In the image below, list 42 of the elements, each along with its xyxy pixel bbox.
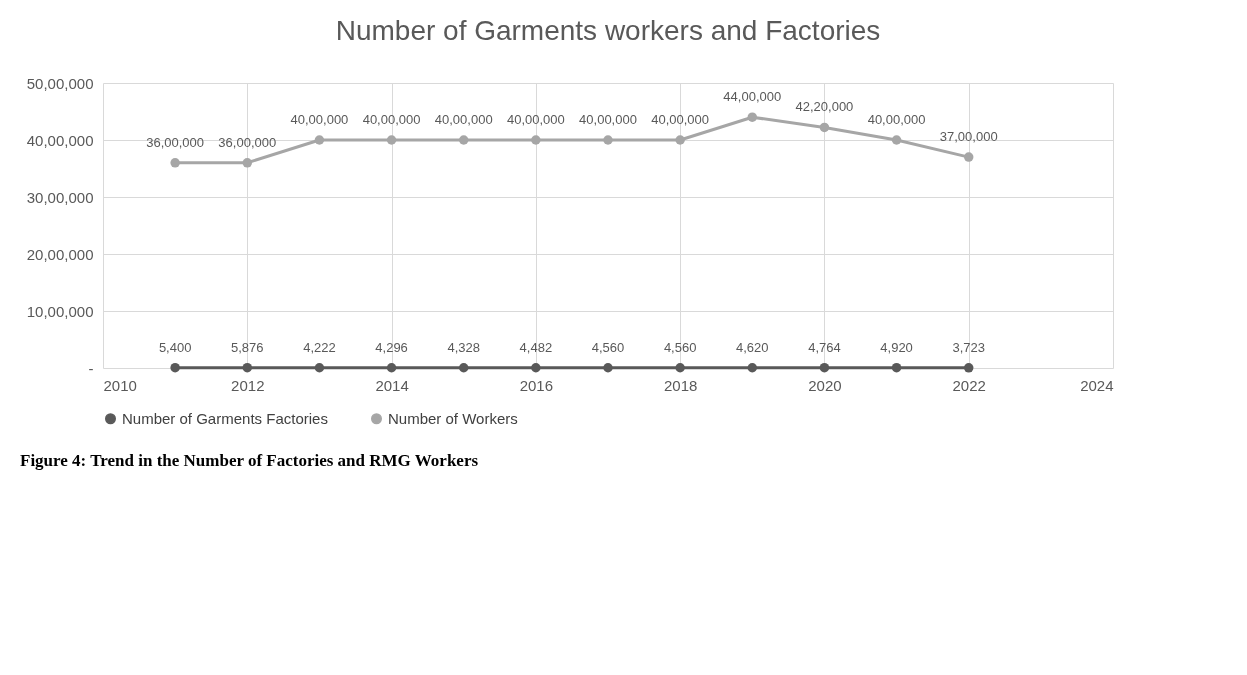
x-tick-label: 2014 [375,376,409,394]
data-label: 4,482 [519,339,553,355]
x-tick-label: 2018 [663,376,698,394]
data-label: 40,00,000 [867,112,926,127]
y-tick-label: 40,00,000 [26,131,94,149]
y-tick-label: 30,00,000 [26,188,94,206]
chart-title: Number of Garments workers and Factories [335,15,881,46]
data-label: 5,400 [158,339,192,355]
data-label: 4,560 [663,339,697,355]
x-tick-label: 2020 [808,376,842,394]
data-label: 4,560 [591,339,625,355]
data-label: 40,00,000 [362,112,421,127]
y-tick-label: - [88,359,94,377]
data-label: 44,00,000 [723,89,782,105]
legend-label: Number of Garments Factories [122,409,328,427]
y-tick-label: 10,00,000 [26,302,94,320]
data-label: 4,296 [375,339,408,355]
data-label: 40,00,000 [579,112,637,127]
data-label: 5,876 [231,339,264,355]
x-tick-label: 2016 [519,376,554,394]
data-label: 40,00,000 [290,112,349,127]
data-label: 4,764 [808,339,841,355]
data-label: 40,00,000 [434,112,493,127]
data-label: 36,00,000 [146,134,205,150]
x-tick-label: 2022 [952,376,986,394]
data-label: 42,20,000 [795,99,854,115]
y-tick-label: 20,00,000 [26,245,94,263]
data-label: 4,222 [303,339,336,355]
data-label: 40,00,000 [651,112,710,127]
legend-label: Number of Workers [388,409,518,427]
data-label: 4,920 [880,339,913,355]
y-tick-label: 50,00,000 [26,74,94,92]
x-tick-label: 2024 [1080,376,1114,394]
data-label: 36,00,000 [218,134,277,150]
caption: Figure 4: Trend in the Number of Factories and RMG Workers [19,451,480,471]
data-label: 4,328 [447,339,480,355]
x-tick-label: 2012 [231,376,265,394]
x-tick-label: 2010 [103,376,137,394]
data-label: 40,00,000 [506,112,565,127]
data-label: 3,723 [952,339,985,355]
data-label: 37,00,000 [939,129,998,145]
data-label: 4,620 [736,339,769,355]
